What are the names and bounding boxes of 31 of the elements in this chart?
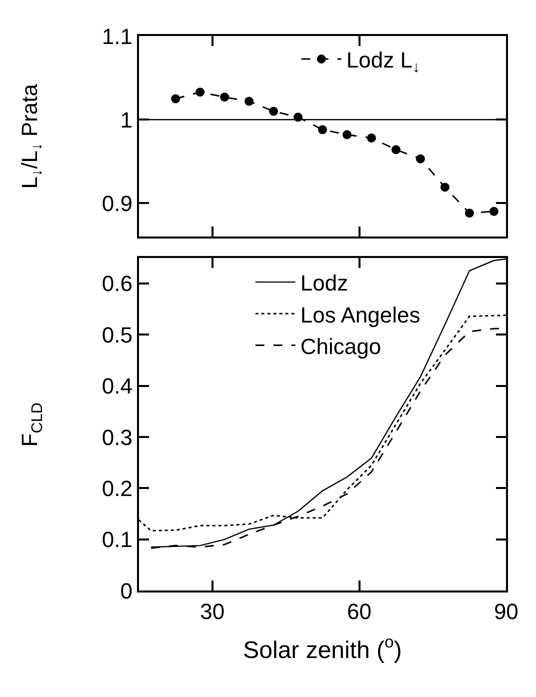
point (244, 96, 254, 106)
legend-label: Lodz (300, 270, 348, 296)
y-tick-label: 0.9 (102, 190, 132, 216)
point (196, 88, 205, 97)
legend-label: Chicago (300, 334, 382, 359)
y-tick-label: 0.1 (102, 527, 132, 552)
y-tick-label: 0.3 (102, 424, 132, 450)
x-tick-label: 90 (494, 598, 518, 624)
legend-label: Los Angeles (300, 302, 420, 328)
point (416, 154, 425, 164)
y-tick-label: 1.1 (102, 24, 132, 49)
y-tick-label: 0 (120, 578, 132, 604)
legend-label: Lodz L$_{↓}$ (346, 48, 420, 76)
point (171, 94, 180, 104)
point (489, 206, 498, 216)
x-tick-label: 30 (200, 598, 225, 624)
x-tick-label: 60 (347, 598, 372, 624)
point (440, 182, 450, 192)
point (269, 106, 278, 116)
y-tick-label: 0.5 (102, 322, 132, 348)
x-axis-title: Solar zenith ($^{o}$) (243, 632, 402, 664)
y-tick-label: 0.2 (102, 476, 132, 501)
point (220, 92, 230, 102)
point (367, 133, 376, 142)
point (318, 125, 328, 134)
point (391, 145, 400, 154)
y-tick-label: 1 (120, 107, 132, 132)
y-tick-label: 0.4 (102, 374, 132, 399)
y-tick-label: 0.6 (102, 271, 132, 296)
point (464, 208, 474, 218)
point (342, 130, 352, 140)
